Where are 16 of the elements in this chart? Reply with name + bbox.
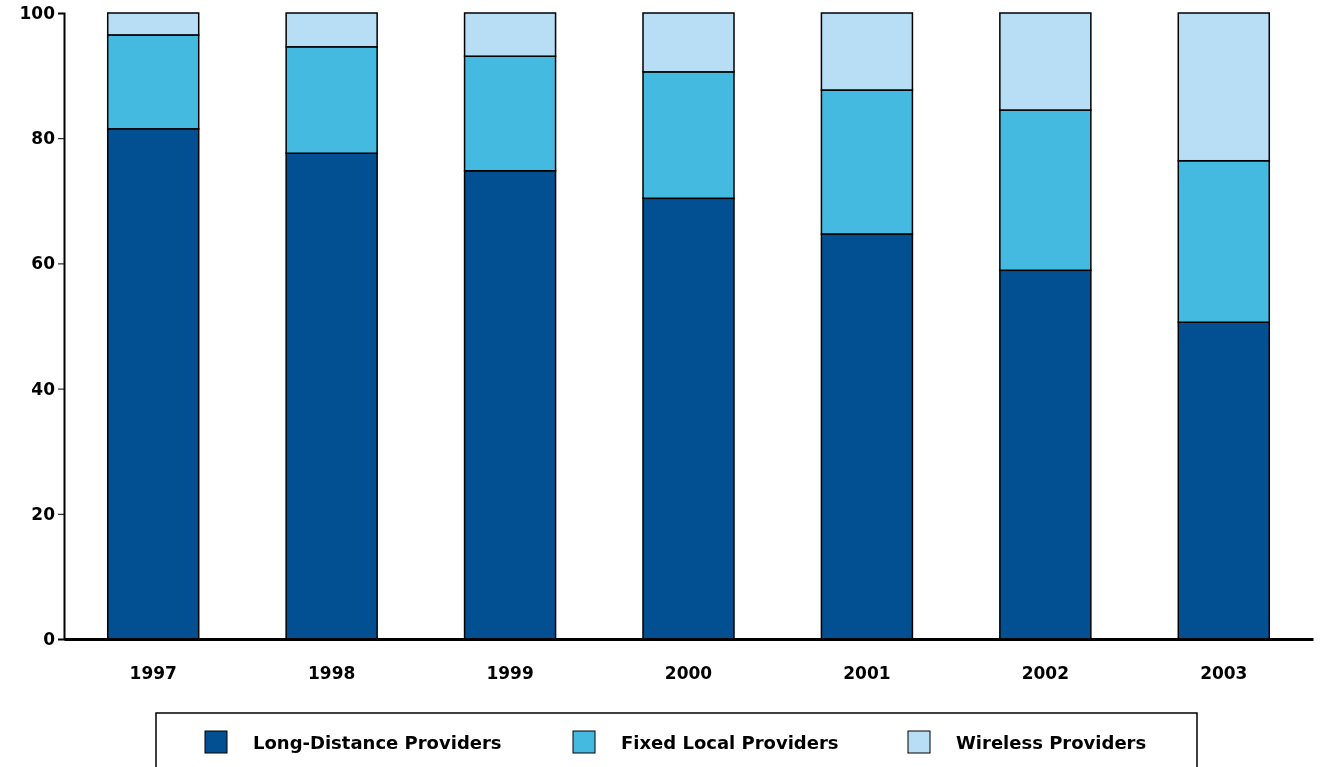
legend-label: Long-Distance Providers xyxy=(253,732,502,753)
legend-label: Wireless Providers xyxy=(956,732,1147,753)
x-tick-label: 1997 xyxy=(129,663,177,684)
legend-label: Fixed Local Providers xyxy=(621,732,839,753)
y-tick-label: 20 xyxy=(31,503,56,524)
x-tick-label: 1999 xyxy=(486,663,534,684)
x-tick-label: 1998 xyxy=(307,663,356,684)
x-tick-label: 2000 xyxy=(664,663,713,684)
y-tick-label: 40 xyxy=(31,378,56,399)
y-tick-label: 80 xyxy=(31,128,56,149)
y-tick-label: 60 xyxy=(31,253,56,274)
y-tick-label: 100 xyxy=(19,2,56,23)
y-tick-label: 0 xyxy=(43,628,56,649)
x-tick-label: 2003 xyxy=(1200,663,1248,684)
x-tick-label: 2001 xyxy=(843,663,891,684)
x-tick-label: 2002 xyxy=(1021,663,1070,684)
